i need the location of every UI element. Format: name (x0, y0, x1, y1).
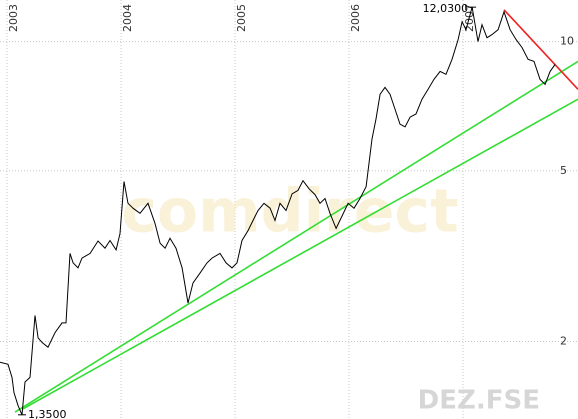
annotation: 1,3500 (28, 408, 67, 419)
symbol: DEZ.FSE (418, 386, 540, 416)
trend-line (503, 9, 578, 90)
y-tick-label: 10 (560, 35, 574, 48)
watermark: comdirect (121, 177, 458, 247)
trend-line (21, 98, 578, 411)
y-tick-label: 5 (560, 164, 567, 177)
price-line (0, 6, 556, 415)
x-tick-label: 2006 (349, 4, 362, 32)
trend-line (14, 60, 578, 413)
y-tick-label: 2 (560, 335, 567, 348)
annotation: 12,0300 (423, 2, 469, 15)
x-tick-label: 2004 (121, 4, 134, 32)
x-tick-label: 2003 (7, 4, 20, 32)
x-tick-label: 2005 (235, 4, 248, 32)
